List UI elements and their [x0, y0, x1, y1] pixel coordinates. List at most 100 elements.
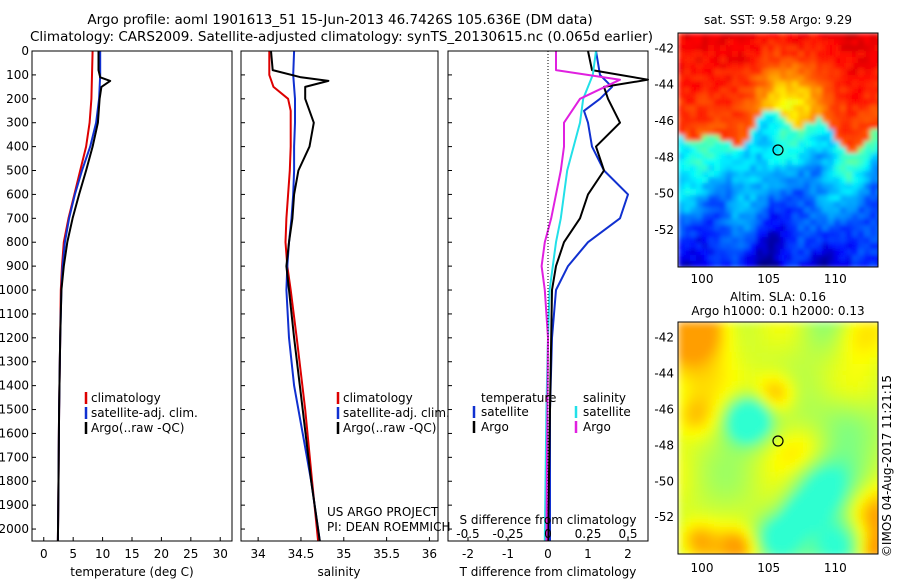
depth-tick-label: 1100: [0, 307, 29, 321]
depth-tick-label: 1000: [0, 283, 29, 297]
difference-legend: temperature salinity satellite Argo sate…: [472, 391, 631, 434]
t-difference-tick-label: 1: [584, 547, 592, 561]
s-difference-tick-label: 0.25: [575, 527, 602, 541]
map-lon-tick-label: 110: [824, 561, 847, 575]
depth-tick-label: 1200: [0, 331, 29, 345]
map-lat-tick-label: -48: [654, 150, 674, 164]
salinity-panel: [240, 50, 439, 542]
legend-s-satellite: satellite: [583, 405, 631, 419]
salinity-legend: climatology satellite-adj. clim. Argo(..…: [336, 391, 450, 435]
depth-tick-label: 1500: [0, 403, 29, 417]
legend-t-satellite: satellite: [481, 405, 529, 419]
project-line-1: US ARGO PROJECT: [327, 505, 439, 519]
credit-text: ©IMOS 04-Aug-2017 11:21:15: [880, 375, 894, 557]
series-line-salinity-argo: [540, 51, 621, 542]
map-lon-tick-label: 105: [757, 561, 780, 575]
map-lon-tick-label: 100: [691, 561, 714, 575]
temperature-tick-label: 10: [95, 547, 110, 561]
legend-t-argo: Argo: [481, 420, 509, 434]
depth-tick-label: 2000: [0, 522, 29, 536]
map-lat-tick-label: -50: [654, 474, 674, 488]
legend-temperature-title: temperature: [481, 391, 556, 405]
map-lat-tick-label: -44: [654, 78, 674, 92]
salinity-tick-label: 35.5: [373, 547, 400, 561]
series-line-temperature-argo: [547, 50, 649, 542]
t-difference-tick-label: -2: [462, 547, 474, 561]
temperature-tick-label: 20: [154, 547, 169, 561]
header-line-2: Climatology: CARS2009. Satellite-adjuste…: [30, 29, 653, 45]
depth-tick-label: 1800: [0, 474, 29, 488]
temperature-tick-label: 0: [40, 547, 48, 561]
depth-tick-label: 800: [6, 235, 29, 249]
series-line-argo-raw-qc-: [56, 51, 112, 542]
sla-map-title-1: Altim. SLA: 0.16: [730, 290, 826, 304]
temperature-tick-label: 25: [183, 547, 198, 561]
s-difference-tick-label: -0.25: [492, 527, 523, 541]
t-difference-tick-label: 2: [624, 547, 632, 561]
sla-map-frame: [677, 321, 879, 555]
salinity-tick-label: 34: [250, 547, 265, 561]
map-lat-tick-label: -44: [654, 366, 674, 380]
temperature-xlabel: temperature (deg C): [70, 565, 193, 579]
depth-tick-label: 1300: [0, 355, 29, 369]
depth-tick-label: 600: [6, 187, 29, 201]
sst-map-frame: [677, 32, 879, 268]
legend-satellite: satellite-adj. clim.: [91, 406, 198, 420]
series-line-argo-raw-qc-: [270, 50, 330, 542]
depth-tick-label: 0: [21, 44, 29, 58]
depth-tick-label: 300: [6, 116, 29, 130]
project-line-2: PI: DEAN ROEMMICH: [327, 520, 450, 534]
t-difference-tick-label: -1: [502, 547, 514, 561]
depth-tick-label: 1900: [0, 498, 29, 512]
map-lat-tick-label: -48: [654, 438, 674, 452]
map-lat-tick-label: -50: [654, 187, 674, 201]
sla-argo-location-marker: [772, 435, 784, 447]
legend-salinity-title: salinity: [583, 391, 626, 405]
temperature-tick-label: 30: [213, 547, 228, 561]
legend-argo: Argo(..raw -QC): [91, 421, 184, 435]
map-lon-tick-label: 110: [824, 272, 847, 286]
map-lat-tick-label: -52: [654, 223, 674, 237]
legend-s-argo: Argo: [583, 420, 611, 434]
sst-map-image: [678, 33, 878, 267]
temperature-legend: climatology satellite-adj. clim. Argo(..…: [84, 391, 198, 435]
s-difference-tick-label: 0.5: [618, 527, 637, 541]
depth-tick-label: 400: [6, 140, 29, 154]
salinity-xlabel: salinity: [317, 565, 360, 579]
s-difference-label: S difference from climatology: [460, 513, 637, 527]
sla-map-title-2: Argo h1000: 0.1 h2000: 0.13: [691, 304, 864, 318]
s-difference-tick-label: 0: [544, 527, 552, 541]
map-lat-tick-label: -42: [654, 41, 674, 55]
depth-tick-label: 900: [6, 259, 29, 273]
t-difference-tick-label: 0: [544, 547, 552, 561]
series-line-satellite-adj-clim-: [56, 51, 102, 542]
salinity-tick-label: 35: [336, 547, 351, 561]
map-lat-tick-label: -42: [654, 330, 674, 344]
map-lon-tick-label: 100: [691, 272, 714, 286]
legend-argo: Argo(..raw -QC): [343, 421, 436, 435]
header-line-1: Argo profile: aoml 1901613_51 15-Jun-201…: [87, 12, 593, 28]
sst-map-title: sat. SST: 9.58 Argo: 9.29: [704, 13, 852, 27]
legend-climatology: climatology: [91, 391, 161, 405]
series-line-temperature-satellite: [549, 50, 629, 541]
sst-argo-location-marker: [772, 144, 784, 156]
depth-tick-label: 1400: [0, 379, 29, 393]
depth-tick-label: 500: [6, 164, 29, 178]
t-difference-xlabel: T difference from climatology: [459, 565, 637, 579]
salinity-tick-label: 36: [422, 547, 437, 561]
series-line-climatology: [268, 51, 320, 542]
legend-satellite: satellite-adj. clim.: [343, 406, 450, 420]
temperature-tick-label: 5: [69, 547, 77, 561]
temperature-tick-label: 15: [124, 547, 139, 561]
sla-map-image: [678, 322, 878, 554]
depth-tick-label: 700: [6, 211, 29, 225]
depth-tick-label: 1700: [0, 450, 29, 464]
map-lat-tick-label: -46: [654, 402, 674, 416]
map-lon-tick-label: 105: [757, 272, 780, 286]
legend-climatology: climatology: [343, 391, 413, 405]
depth-tick-label: 1600: [0, 426, 29, 440]
map-lat-tick-label: -52: [654, 510, 674, 524]
salinity-tick-label: 34.5: [288, 547, 315, 561]
depth-tick-label: 100: [6, 68, 29, 82]
